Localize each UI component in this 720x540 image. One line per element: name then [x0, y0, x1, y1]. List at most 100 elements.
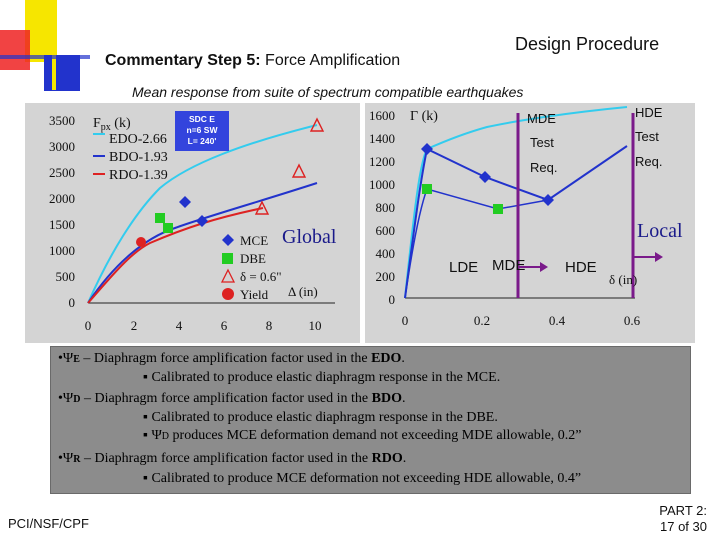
- yield-marker: [136, 237, 146, 247]
- dbe-marker: [493, 204, 503, 214]
- y-tick: 2500: [49, 165, 75, 180]
- legend-yield-icon: [222, 288, 234, 300]
- page-number: PART 2: 17 of 30: [645, 503, 707, 535]
- delta-marker: [291, 163, 307, 178]
- footer-org: PCI/NSF/CPF: [8, 516, 89, 531]
- legend-delta-icon: [220, 268, 236, 283]
- legend-yield: Yield: [240, 287, 269, 302]
- dbe-marker: [422, 184, 432, 194]
- sdc-box: [175, 111, 229, 151]
- series-label-rdo: RDO-1.39: [109, 168, 168, 183]
- global-annotation: Global: [282, 226, 337, 248]
- mce-marker: [196, 215, 208, 227]
- edo-swatch: [93, 133, 105, 135]
- rdo-curve: [87, 207, 264, 304]
- x-tick: 0.6: [624, 313, 641, 328]
- sub-bullet: ▪ Calibrated to produce elastic diaphrag…: [143, 410, 498, 425]
- x-tick: 6: [221, 318, 228, 333]
- y-axis-title: Fpx (k): [93, 116, 131, 133]
- x-tick: 8: [266, 318, 273, 333]
- mde-bottom-label: MDE: [492, 257, 525, 274]
- x-tick: 0.4: [549, 313, 566, 328]
- mce-marker: [542, 194, 554, 206]
- legend-dbe: DBE: [240, 251, 266, 266]
- logo: [0, 0, 90, 91]
- y-tick: 0: [69, 295, 76, 310]
- series-label-edo: EDO-2.66: [109, 132, 167, 147]
- req-label: Req.: [635, 154, 662, 169]
- y-tick: 3500: [49, 113, 75, 128]
- x-tick: 0: [85, 318, 92, 333]
- legend-dbe-icon: [222, 253, 233, 264]
- mde-arrow-head: [540, 262, 548, 272]
- slide-count: 17 of 30: [660, 519, 707, 534]
- edo-curve: [87, 124, 318, 304]
- test-label: Test: [635, 129, 659, 144]
- sub-bullet: ▪ ΨD produces MCE deformation demand not…: [143, 428, 582, 443]
- sdc-label: L= 240': [188, 136, 217, 146]
- x-axis-title: δ (in): [609, 272, 637, 287]
- subtitle: Mean response from suite of spectrum com…: [132, 84, 524, 100]
- x-axis-title: Δ (in): [288, 284, 318, 299]
- sub-bullet: ▪ Calibrated to produce MCE deformation …: [143, 471, 582, 486]
- definitions-box: •ΨE – Diaphragm force amplification fact…: [50, 346, 691, 494]
- y-tick: 1600: [369, 108, 395, 123]
- y-tick: 600: [376, 223, 396, 238]
- y-tick: 1200: [369, 154, 395, 169]
- local-annotation: Local: [637, 220, 683, 242]
- legend-delta: δ = 0.6": [240, 269, 282, 284]
- req-label: Req.: [530, 160, 557, 175]
- local-chart-background: [365, 103, 695, 343]
- local-arrow-head: [655, 252, 663, 262]
- y-tick: 1000: [369, 177, 395, 192]
- x-tick: 4: [176, 318, 183, 333]
- y-tick: 200: [376, 269, 396, 284]
- bullet-psi-r: •ΨR – Diaphragm force amplification fact…: [58, 451, 407, 466]
- x-tick: 10: [309, 318, 322, 333]
- dbe-marker: [163, 223, 173, 233]
- y-tick: 3000: [49, 139, 75, 154]
- section-title: Design Procedure: [515, 34, 660, 54]
- hde-top-label: HDE: [635, 105, 663, 120]
- sub-bullet: ▪ Calibrated to produce elastic diaphrag…: [143, 370, 501, 385]
- y-axis-title: Γ (k): [410, 109, 438, 124]
- mde-top-label: MDE: [527, 111, 556, 126]
- y-tick: 400: [376, 246, 396, 261]
- global-chart: 3500 3000 2500 2000 1500 1000 500 0 0 2 …: [25, 103, 360, 343]
- hde-bottom-label: HDE: [565, 259, 597, 276]
- title-topic: Force Amplification: [260, 52, 401, 69]
- mce-marker: [421, 143, 433, 155]
- series-label-bdo: BDO-1.93: [109, 150, 168, 165]
- y-tick: 2000: [49, 191, 75, 206]
- y-tick: 500: [56, 269, 76, 284]
- bullet-psi-e: •ΨE – Diaphragm force amplification fact…: [58, 351, 405, 366]
- y-tick: 800: [376, 200, 396, 215]
- x-tick: 0: [402, 313, 409, 328]
- y-tick: 1400: [369, 131, 395, 146]
- x-tick: 0.2: [474, 313, 490, 328]
- page-title: Commentary Step 5: Force Amplification: [105, 52, 400, 70]
- x-tick: 2: [131, 318, 138, 333]
- y-tick: 1500: [49, 217, 75, 232]
- title-step: Commentary Step 5:: [105, 52, 261, 69]
- bdo-curve: [87, 182, 318, 304]
- sdc-label: n=6 SW: [187, 125, 219, 135]
- sdc-label: SDC E: [189, 114, 215, 124]
- legend-mce: MCE: [240, 233, 268, 248]
- rdo-swatch: [93, 173, 105, 175]
- mce-marker: [479, 171, 491, 183]
- edo-curve: [404, 106, 628, 299]
- dbe-marker: [155, 213, 165, 223]
- y-tick: 0: [389, 292, 396, 307]
- mce-marker: [179, 196, 191, 208]
- bullet-psi-d: •ΨD – Diaphragm force amplification fact…: [58, 391, 406, 406]
- local-chart: 1600 1400 1200 1000 800 600 400 200 0 0 …: [365, 103, 695, 343]
- part-label: PART 2:: [659, 503, 707, 518]
- bdo-swatch: [93, 155, 105, 157]
- lde-label: LDE: [449, 259, 478, 276]
- legend-mce-icon: [222, 234, 234, 246]
- delta-marker: [309, 117, 325, 132]
- test-label: Test: [530, 135, 554, 150]
- y-tick: 1000: [49, 243, 75, 258]
- delta-marker: [254, 200, 270, 215]
